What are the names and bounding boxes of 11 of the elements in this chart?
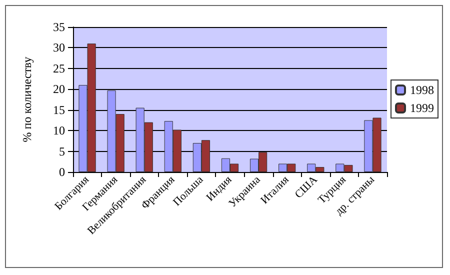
y-tick-label: 10: [53, 124, 65, 138]
y-tick-label: 30: [53, 40, 65, 55]
y-axis-title: % по количеству: [20, 56, 34, 142]
y-tick-label: 20: [53, 82, 65, 96]
y-tick-label: 15: [53, 102, 65, 117]
y-tick-label: 0: [59, 165, 65, 179]
y-tick-label: 25: [53, 61, 65, 76]
legend-label: 1999: [410, 101, 434, 115]
legend-label: 1998: [410, 83, 434, 97]
y-tick-label: 5: [59, 144, 65, 158]
y-tick-label: 35: [53, 20, 65, 34]
